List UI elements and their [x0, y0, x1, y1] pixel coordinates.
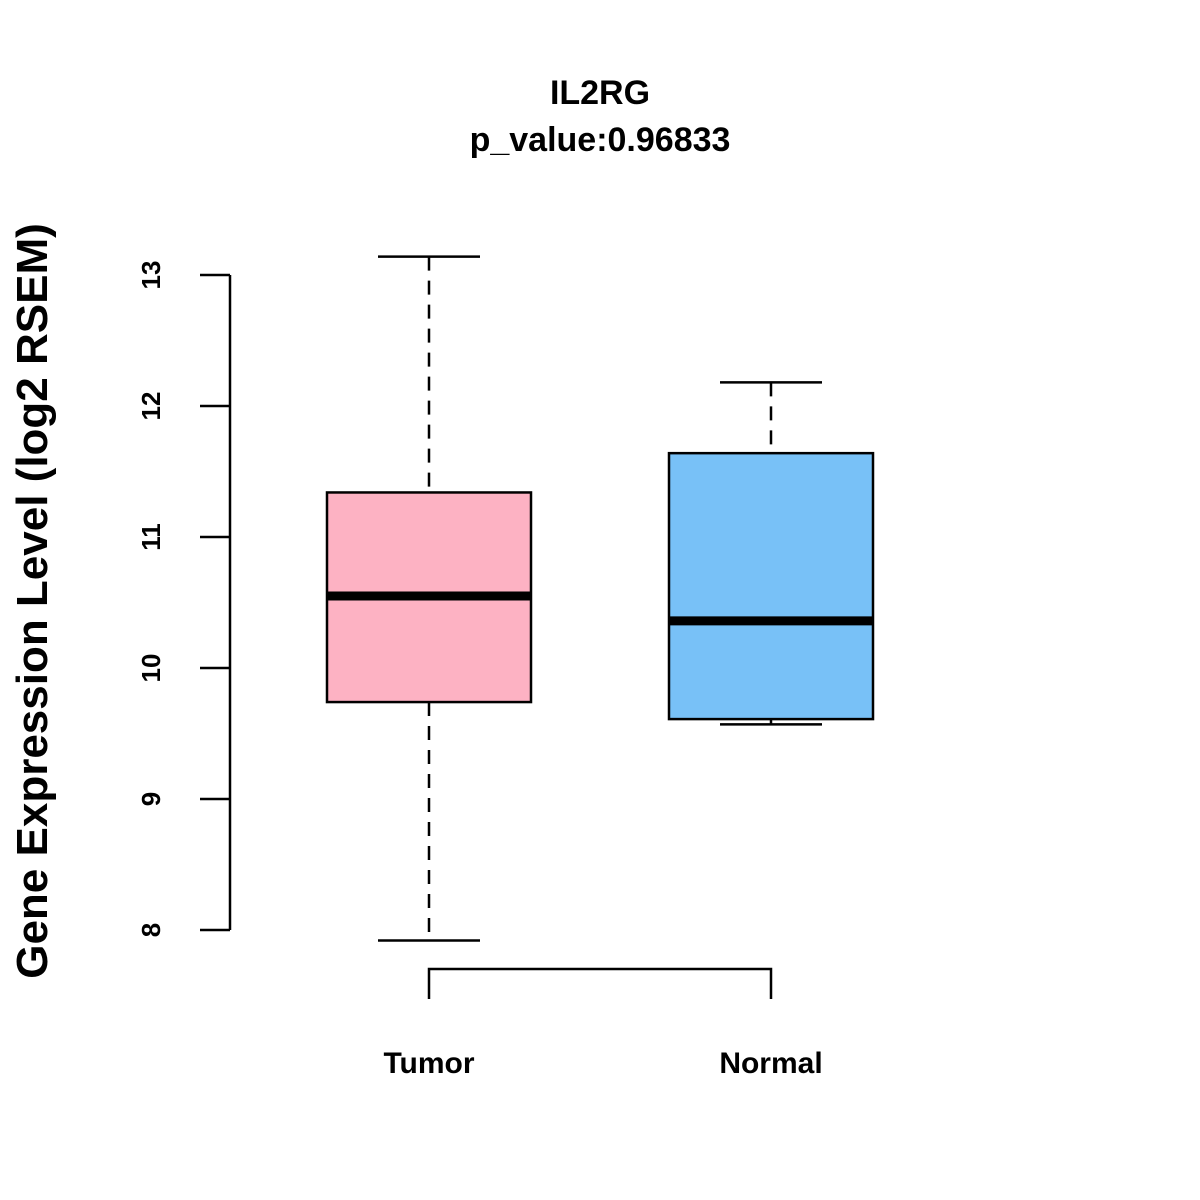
y-tick-label-10: 10	[136, 654, 166, 683]
box-normal	[667, 451, 875, 721]
y-tick-label-9: 9	[136, 792, 166, 806]
x-label-tumor: Tumor	[383, 1047, 474, 1080]
y-tick-label-13: 13	[136, 261, 166, 290]
chart-subtitle: p_value:0.96833	[470, 121, 731, 159]
box-group-tumor	[325, 255, 533, 942]
box-group-normal	[667, 381, 875, 726]
chart-title: IL2RG	[550, 74, 650, 112]
boxes-layer	[325, 255, 875, 942]
x-label-normal: Normal	[719, 1047, 822, 1080]
y-tick-label-12: 12	[136, 392, 166, 421]
bracket-line	[427, 967, 773, 999]
x-axis-labels: Tumor Normal	[383, 1047, 822, 1080]
y-tick-label-11: 11	[136, 523, 166, 551]
comparison-bracket	[427, 967, 773, 999]
y-tick-label-8: 8	[136, 923, 166, 937]
y-axis-label: Gene Expression Level (log2 RSEM)	[8, 223, 57, 979]
y-axis: 8 9 10 11 12 13	[136, 261, 232, 937]
